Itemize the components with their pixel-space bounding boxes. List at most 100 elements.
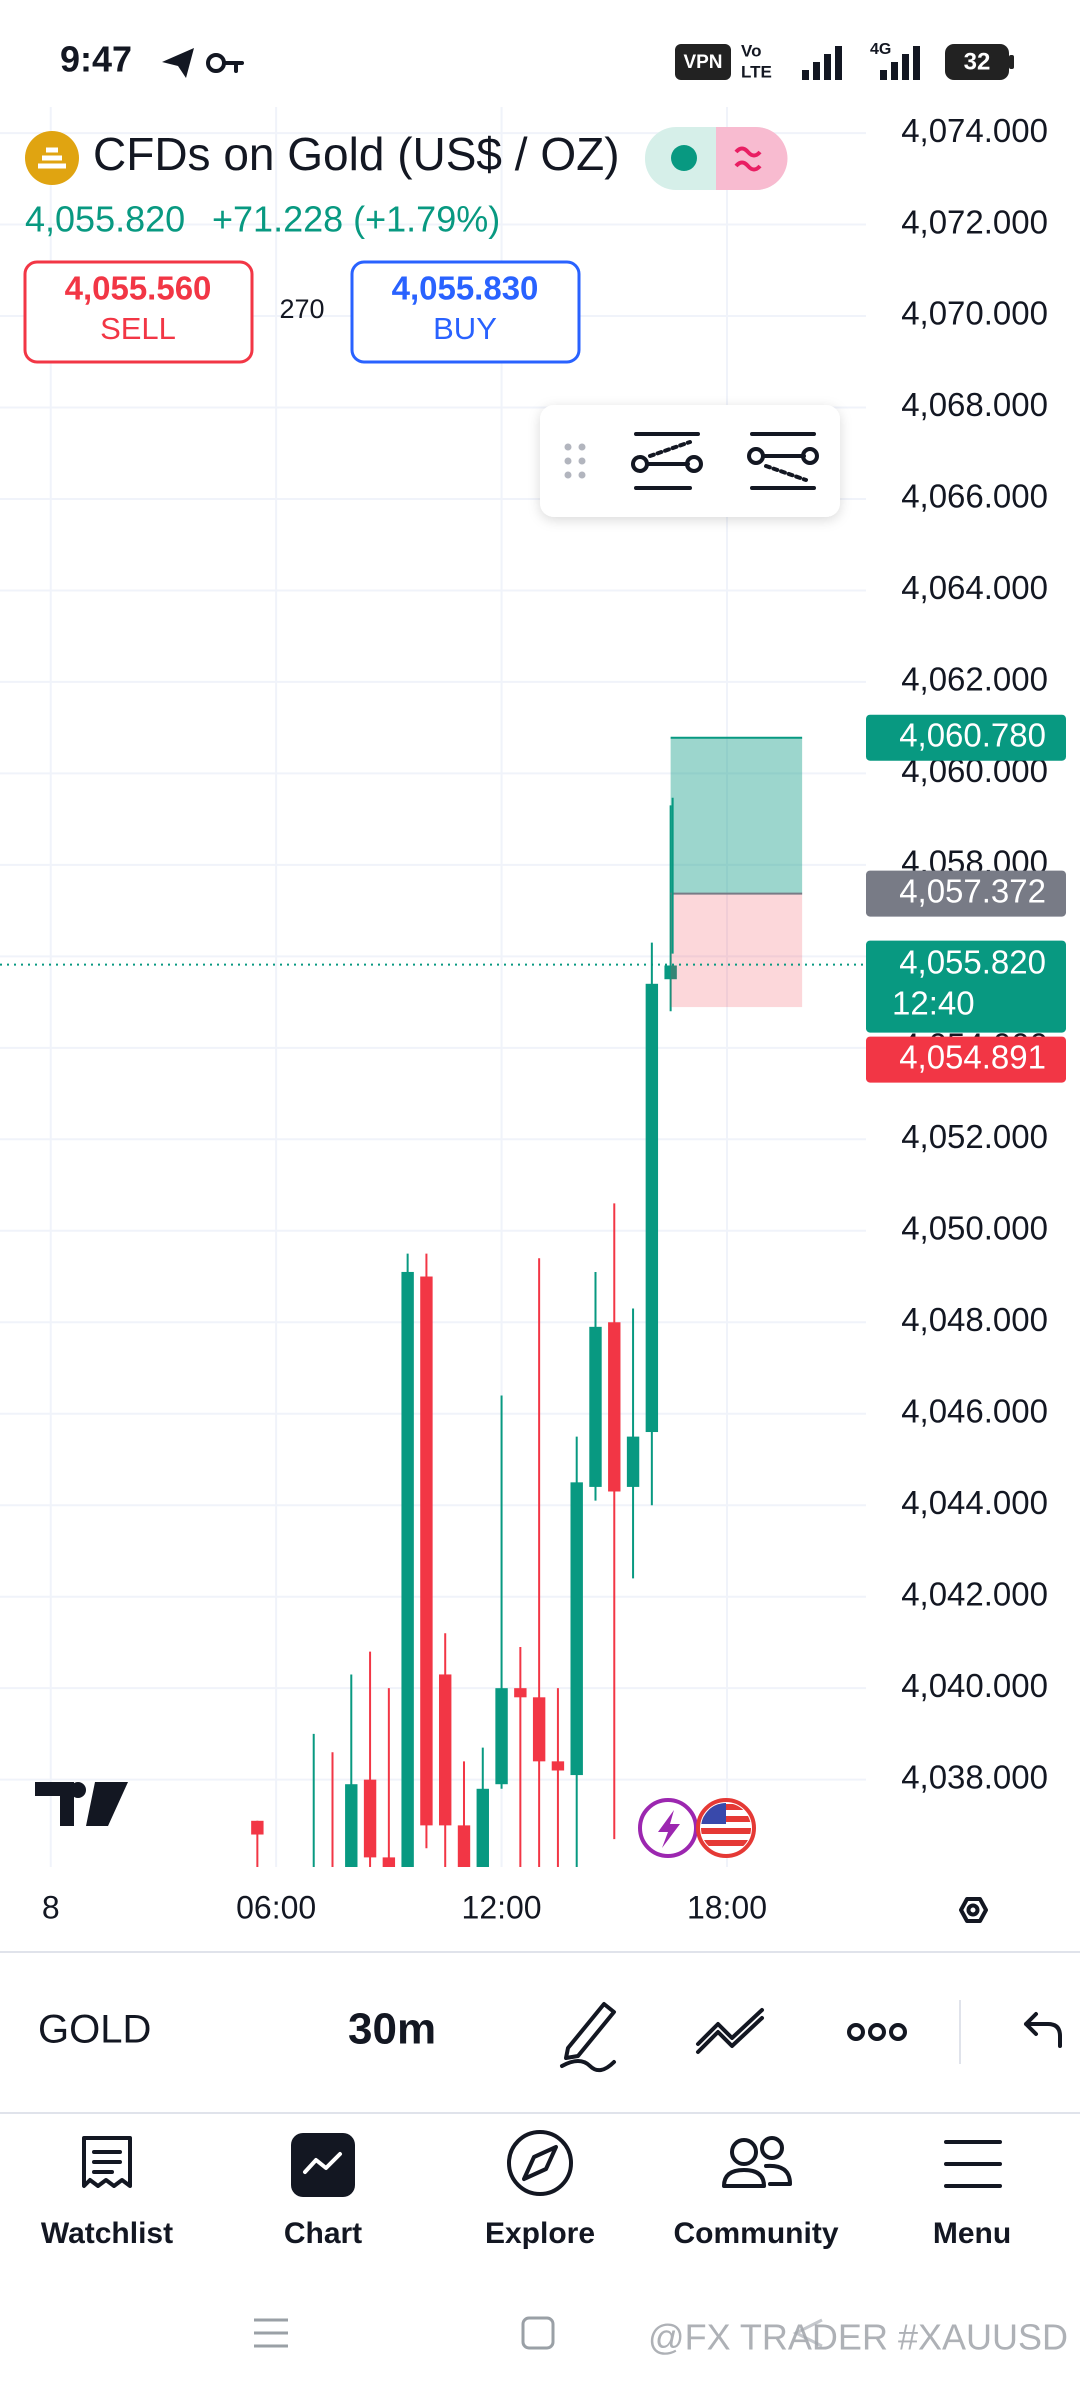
price-tag-label: 4,057.372	[899, 872, 1046, 909]
nav-label: Watchlist	[41, 2217, 173, 2250]
candle-body	[251, 1820, 264, 1835]
drawing-button[interactable]	[560, 2002, 616, 2073]
nav-explore[interactable]: Explore	[485, 2130, 595, 2250]
candle-body	[551, 1761, 565, 1771]
nav-watchlist[interactable]: Watchlist	[41, 2136, 173, 2250]
us-flag	[701, 1803, 751, 1853]
y-tick-label: 4,050.000	[901, 1210, 1048, 1247]
battery	[945, 44, 1009, 80]
chart-settings[interactable]	[959, 1897, 988, 1923]
chart-axis: 4,038.000 4,040.000 4,042.000 4,044.000 4,04…	[42, 112, 1066, 1925]
signal-2	[880, 46, 920, 80]
sell-box[interactable]	[23, 260, 254, 364]
candle-body	[589, 1326, 602, 1487]
system-nav: @FX TRADER #XAUUSD	[254, 2316, 1068, 2358]
x-tick-label: 06:00	[236, 1889, 316, 1925]
key-icon	[206, 53, 244, 73]
nav-label: Chart	[284, 2217, 362, 2250]
status-pill-right	[716, 127, 788, 190]
last-price: 4,055.820	[25, 199, 185, 240]
symbol-button[interactable]: GOLD	[38, 2008, 151, 2052]
candle-body	[626, 1436, 640, 1487]
nav-label: Community	[674, 2217, 839, 2250]
battery-level: 32	[964, 48, 991, 75]
chart-toolbar: GOLD 30m	[38, 2000, 1062, 2073]
profit-zone	[670, 737, 803, 894]
price-tag	[866, 940, 1066, 1033]
candle-body	[532, 1697, 546, 1762]
candle-body	[420, 1276, 433, 1826]
loss-zone	[670, 893, 803, 1008]
battery-tip	[1009, 55, 1014, 69]
nav-chart[interactable]: Chart	[284, 2133, 362, 2250]
watermark: @FX TRADER #XAUUSD	[648, 2317, 1068, 2358]
vpn-badge	[675, 44, 731, 80]
nav-menu[interactable]: Menu	[933, 2140, 1011, 2250]
price-tag-label: 4,054.891	[899, 1038, 1046, 1075]
candle-body	[495, 1688, 508, 1785]
y-tick-label: 4,052.000	[901, 1118, 1048, 1155]
recents-button[interactable]	[254, 2318, 288, 2348]
buy-label: BUY	[433, 311, 497, 346]
interval-button[interactable]: 30m	[348, 2005, 436, 2054]
home-button[interactable]	[521, 2316, 555, 2350]
status-bar: 9:47 VPN Vo LTE 4G 32	[60, 39, 1014, 81]
symbol-header: CFDs on Gold (US$ / OZ) 4,055.820 +71.22…	[23, 127, 788, 364]
clock: 9:47	[60, 39, 132, 80]
signal-1	[802, 46, 842, 80]
candle-body	[570, 1482, 583, 1776]
y-tick-label: 4,046.000	[901, 1392, 1048, 1429]
sell-price: 4,055.560	[65, 270, 212, 307]
candle-body	[439, 1674, 452, 1826]
candle-body	[476, 1788, 489, 1867]
price-tag-label: 4,060.780	[899, 716, 1046, 753]
undo-button[interactable]	[1024, 2012, 1062, 2048]
indicators-button[interactable]	[696, 2008, 764, 2054]
delay-icon	[734, 146, 762, 172]
y-tick-label: 4,042.000	[901, 1575, 1048, 1612]
x-tick-label: 8	[42, 1889, 60, 1925]
more-button[interactable]	[847, 2023, 907, 2041]
candle-body	[514, 1688, 527, 1698]
y-tick-label: 4,038.000	[901, 1758, 1048, 1795]
floating-toolbar	[540, 405, 840, 517]
spread: 270	[279, 294, 324, 324]
back-button[interactable]	[792, 2318, 823, 2348]
tradingview-logo	[35, 1782, 128, 1826]
chart-settings-dot	[966, 1903, 980, 1917]
vpn-label: VPN	[683, 52, 722, 73]
sell-label: SELL	[100, 311, 176, 346]
candle-body	[608, 1322, 621, 1492]
x-tick-label: 18:00	[687, 1889, 767, 1925]
y-tick-label: 4,064.000	[901, 569, 1048, 606]
nav-community[interactable]: Community	[674, 2136, 839, 2250]
candle-body	[664, 965, 677, 980]
drag-handle[interactable]	[564, 443, 586, 479]
event-icons[interactable]	[638, 1798, 756, 1858]
candle-body	[345, 1784, 358, 1867]
y-tick-label: 4,062.000	[901, 661, 1048, 698]
gold-icon-bars	[38, 147, 66, 169]
candle-body	[326, 1880, 338, 1907]
price-tag	[866, 1036, 1066, 1083]
news-event-icon	[658, 1810, 680, 1848]
y-tick-label: 4,068.000	[901, 386, 1048, 423]
buy-button[interactable]: 4,055.830 BUY	[350, 260, 581, 364]
long-position-tool[interactable]	[631, 432, 703, 490]
y-tick-label: 4,070.000	[901, 295, 1048, 332]
candle-body	[645, 983, 659, 1433]
price-change: +71.228 (+1.79%)	[212, 199, 500, 240]
y-tick-label: 4,040.000	[901, 1667, 1048, 1704]
nav-label: Menu	[933, 2217, 1011, 2250]
candle-body	[401, 1271, 414, 1867]
price-tag-label: 4,055.820	[899, 943, 1046, 980]
short-position-tool[interactable]	[747, 432, 819, 490]
tradingview-logo-dot	[70, 1782, 86, 1798]
buy-box[interactable]	[350, 260, 581, 364]
y-tick-label: 4,072.000	[901, 203, 1048, 240]
sell-button[interactable]: 4,055.560 SELL	[23, 260, 254, 364]
y-tick-label: 4,066.000	[901, 478, 1048, 515]
candle-body	[457, 1825, 471, 1867]
